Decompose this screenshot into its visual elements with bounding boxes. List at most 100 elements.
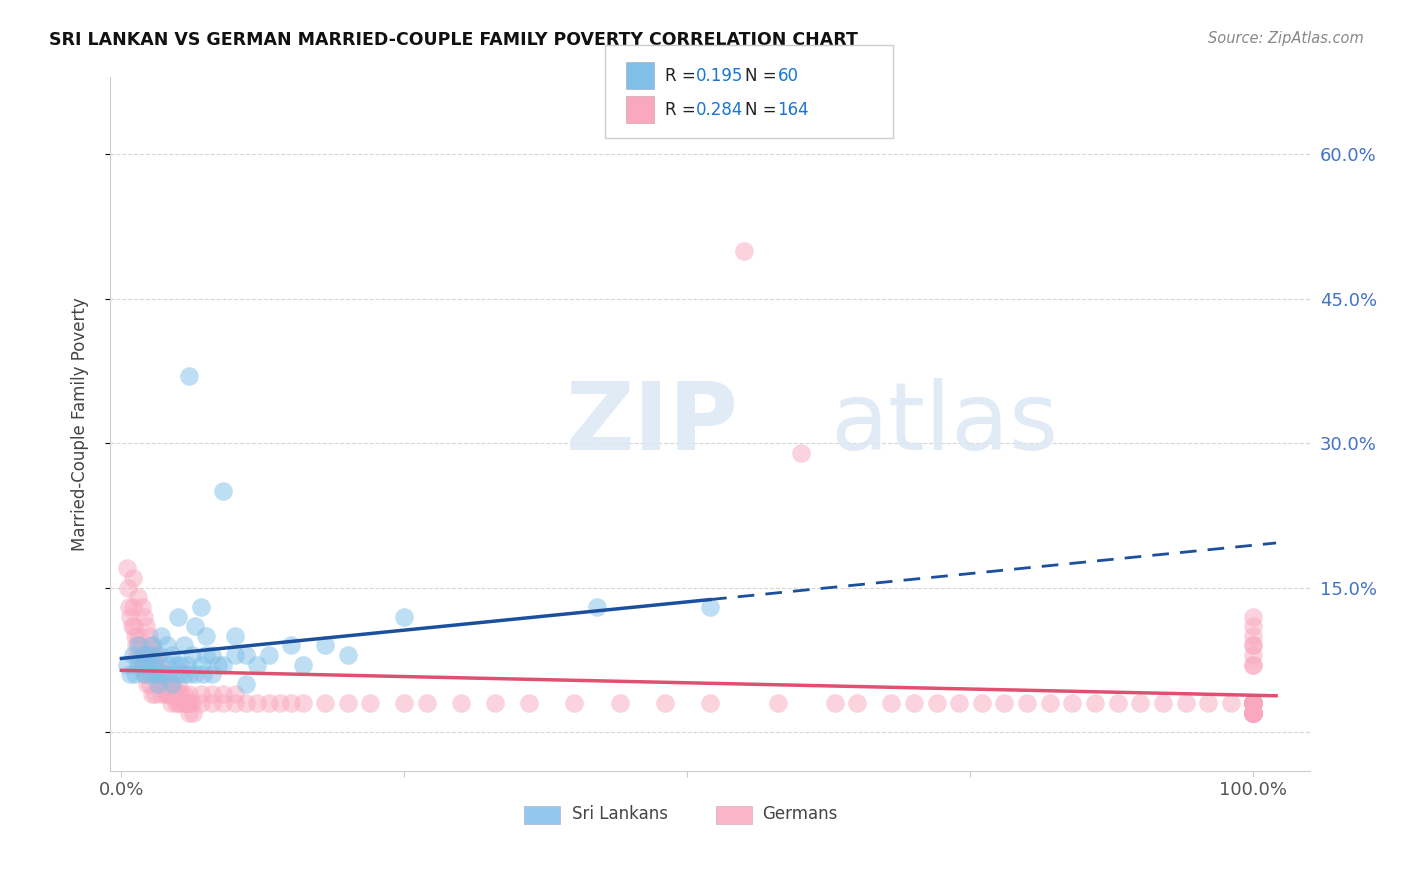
Point [138, 648, 160, 662]
Point [167, 677, 190, 691]
Point [1243, 696, 1265, 710]
Point [1174, 696, 1197, 710]
Point [699, 696, 721, 710]
Point [257, 696, 280, 710]
Point [148, 648, 170, 662]
Point [155, 687, 177, 701]
Point [132, 657, 155, 672]
Text: 60: 60 [778, 67, 799, 85]
Point [195, 629, 218, 643]
Point [1243, 648, 1265, 662]
Point [141, 639, 163, 653]
Point [129, 648, 152, 662]
Point [120, 609, 142, 624]
Point [156, 667, 179, 681]
Point [1243, 696, 1265, 710]
Point [201, 696, 224, 710]
Point [173, 687, 195, 701]
Point [115, 657, 138, 672]
Text: SRI LANKAN VS GERMAN MARRIED-COUPLE FAMILY POVERTY CORRELATION CHART: SRI LANKAN VS GERMAN MARRIED-COUPLE FAMI… [49, 31, 858, 49]
Point [179, 687, 201, 701]
Point [1243, 706, 1265, 720]
Point [152, 677, 174, 691]
Text: N =: N = [745, 101, 782, 119]
Point [394, 609, 416, 624]
Point [132, 648, 155, 662]
Point [1243, 696, 1265, 710]
Point [132, 657, 155, 672]
Point [132, 667, 155, 681]
Point [224, 687, 246, 701]
Point [127, 657, 149, 672]
Point [269, 696, 291, 710]
Point [212, 657, 235, 672]
Text: N =: N = [745, 67, 782, 85]
Point [162, 648, 184, 662]
Text: R =: R = [665, 67, 702, 85]
Point [970, 696, 993, 710]
Point [190, 599, 212, 614]
Point [195, 648, 218, 662]
Point [181, 706, 204, 720]
Point [1243, 657, 1265, 672]
Point [1243, 696, 1265, 710]
Point [127, 591, 149, 605]
Point [1243, 696, 1265, 710]
Point [143, 657, 166, 672]
Point [132, 609, 155, 624]
Point [173, 696, 195, 710]
Point [138, 629, 160, 643]
Point [1015, 696, 1038, 710]
Point [120, 667, 142, 681]
Point [122, 619, 145, 633]
Point [146, 677, 169, 691]
Point [156, 639, 179, 653]
Point [141, 687, 163, 701]
Point [184, 619, 207, 633]
Point [150, 667, 173, 681]
Point [162, 687, 184, 701]
Point [201, 667, 224, 681]
Point [336, 648, 359, 662]
Point [1243, 696, 1265, 710]
Text: R =: R = [665, 101, 702, 119]
Point [128, 639, 150, 653]
Point [160, 696, 183, 710]
Point [235, 696, 257, 710]
Text: atlas: atlas [830, 378, 1059, 470]
Point [280, 639, 302, 653]
Point [207, 657, 229, 672]
Point [121, 648, 143, 662]
Point [336, 696, 359, 710]
Point [1243, 609, 1265, 624]
Point [1243, 706, 1265, 720]
Point [145, 657, 167, 672]
Point [141, 657, 163, 672]
Point [180, 648, 202, 662]
Point [157, 687, 180, 701]
Point [1243, 619, 1265, 633]
Point [1243, 706, 1265, 720]
Point [184, 667, 207, 681]
Point [280, 696, 302, 710]
Point [124, 667, 146, 681]
Point [846, 696, 869, 710]
Point [135, 657, 157, 672]
Point [224, 696, 246, 710]
Point [1243, 629, 1265, 643]
Point [134, 667, 156, 681]
Point [1243, 696, 1265, 710]
Point [156, 677, 179, 691]
Point [586, 599, 609, 614]
Point [1243, 696, 1265, 710]
Point [138, 677, 160, 691]
Point [142, 648, 165, 662]
Point [149, 677, 172, 691]
Point [257, 648, 280, 662]
Point [1243, 696, 1265, 710]
Text: ZIP: ZIP [567, 378, 740, 470]
Point [562, 696, 585, 710]
Point [314, 639, 336, 653]
Point [224, 629, 246, 643]
Point [173, 667, 195, 681]
